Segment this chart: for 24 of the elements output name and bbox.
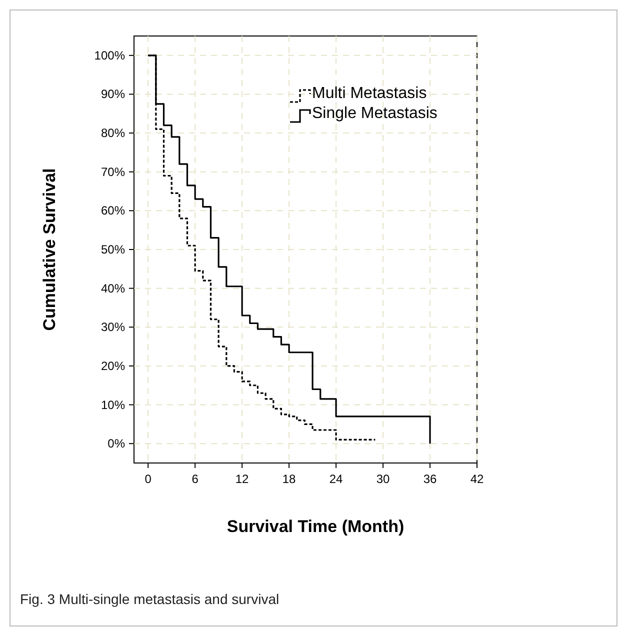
y-tick-label: 50% [100,242,126,256]
x-tick-label: 0 [144,472,152,486]
x-tick-label: 30 [376,472,390,486]
x-tick-label: 6 [192,472,199,486]
y-tick-label: 100% [94,48,126,62]
x-tick-label: 42 [470,472,484,486]
x-tick-label: 36 [423,472,438,486]
x-tick-label: 12 [235,472,250,486]
y-tick-label: 40% [100,281,126,296]
caption: Fig. 3 Multi-single metastasis and survival [20,591,280,607]
x-axis-title: Survival Time (Month) [226,517,404,536]
legend-label: Multi Metastasis [312,85,427,102]
y-axis-title: Cumulative Survival [40,168,59,331]
y-tick-label: 20% [100,358,126,373]
y-tick-label: 90% [100,87,126,102]
y-tick-label: 60% [100,204,126,218]
y-tick-label: 80% [100,126,126,140]
legend-label: Single Metastasis [312,105,438,122]
x-tick-label: 18 [282,472,296,486]
x-tick-label: 24 [329,472,344,486]
y-tick-label: 0% [108,436,126,451]
y-tick-label: 30% [100,320,126,334]
y-tick-label: 10% [100,398,126,412]
y-tick-label: 70% [100,164,126,179]
